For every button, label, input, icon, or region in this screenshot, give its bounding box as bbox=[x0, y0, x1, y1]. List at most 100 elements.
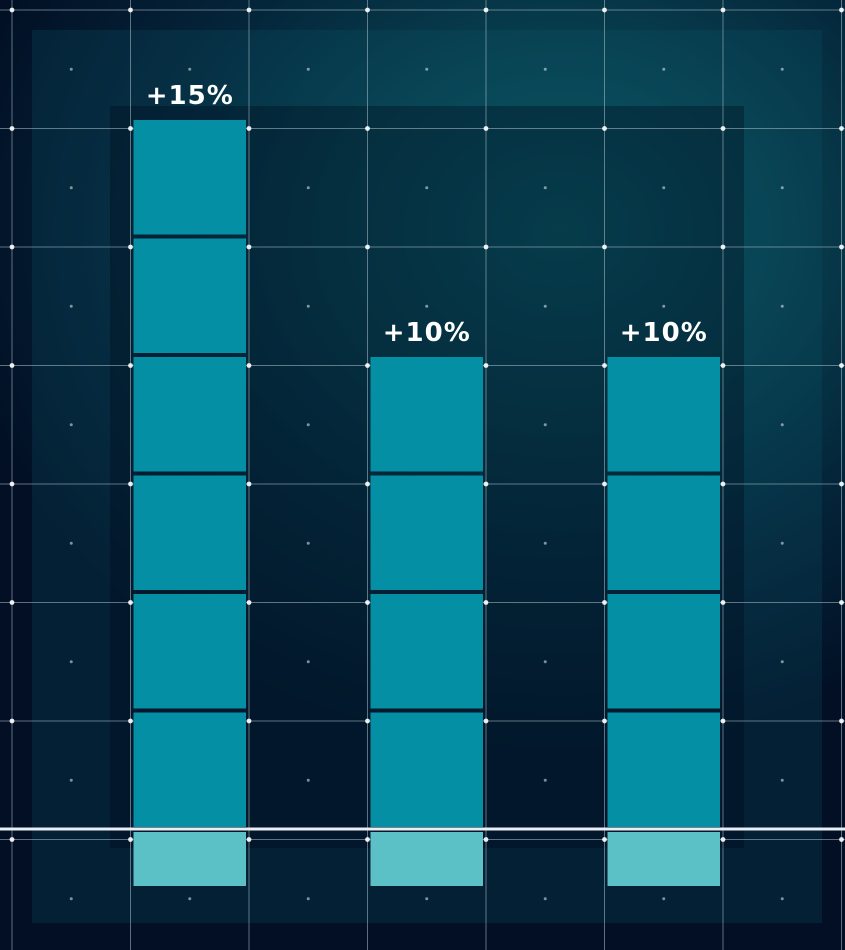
bar-block bbox=[607, 594, 720, 709]
bar-block bbox=[370, 357, 483, 472]
grid-node bbox=[9, 600, 15, 605]
grid-node bbox=[246, 837, 252, 842]
grid-node bbox=[9, 718, 15, 724]
grid-node bbox=[720, 481, 726, 487]
grid-dot bbox=[306, 304, 310, 308]
grid-node bbox=[483, 481, 489, 487]
grid-node bbox=[602, 837, 607, 842]
grid-dot bbox=[543, 423, 547, 427]
grid-node bbox=[365, 7, 370, 13]
grid-dot bbox=[69, 778, 73, 782]
bar-block bbox=[133, 475, 246, 590]
grid-dot bbox=[306, 67, 310, 71]
grid-node bbox=[839, 363, 844, 368]
grid-dot bbox=[188, 897, 192, 901]
grid-node bbox=[720, 244, 726, 250]
bar bbox=[370, 357, 483, 886]
bar-block bbox=[370, 475, 483, 590]
grid-node bbox=[839, 244, 844, 250]
grid-node bbox=[246, 481, 252, 487]
bar-base-block bbox=[607, 832, 720, 886]
grid-node bbox=[365, 363, 370, 368]
grid-dot bbox=[306, 541, 310, 545]
grid-dot bbox=[543, 67, 547, 71]
bar-value-label: +15% bbox=[146, 81, 234, 111]
grid-node bbox=[483, 363, 489, 368]
bar-block bbox=[133, 594, 246, 709]
grid-node bbox=[9, 244, 15, 250]
grid-node bbox=[128, 837, 133, 842]
bar-block bbox=[607, 357, 720, 472]
grid-dot bbox=[306, 186, 310, 190]
grid-node bbox=[246, 718, 252, 724]
grid-node bbox=[602, 244, 607, 250]
grid-node bbox=[839, 837, 844, 842]
grid-node bbox=[128, 600, 133, 605]
grid-node bbox=[720, 126, 726, 131]
grid-node bbox=[365, 126, 370, 131]
grid-node bbox=[9, 7, 15, 13]
value-labels: +15% +10% +10% bbox=[146, 81, 708, 348]
grid-node bbox=[483, 126, 489, 131]
grid-node bbox=[483, 718, 489, 724]
grid-dot bbox=[69, 541, 73, 545]
grid-node bbox=[839, 126, 844, 131]
bar-base-block bbox=[370, 832, 483, 886]
bar-block bbox=[370, 594, 483, 709]
grid-node bbox=[483, 837, 489, 842]
grid-node bbox=[246, 126, 252, 131]
grid-node bbox=[720, 837, 726, 842]
bar-block bbox=[133, 357, 246, 472]
grid-dot bbox=[780, 660, 784, 664]
grid-node bbox=[483, 244, 489, 250]
grid-dot bbox=[780, 186, 784, 190]
grid-node bbox=[246, 363, 252, 368]
grid-dot bbox=[69, 660, 73, 664]
bar-value-label: +10% bbox=[620, 318, 708, 348]
grid-dot bbox=[780, 897, 784, 901]
grid-node bbox=[839, 600, 844, 605]
grid-node bbox=[128, 481, 133, 487]
grid-dot bbox=[543, 897, 547, 901]
grid-node bbox=[839, 718, 844, 724]
grid-node bbox=[9, 126, 15, 131]
grid-dot bbox=[780, 778, 784, 782]
grid-node bbox=[839, 7, 844, 13]
grid-node bbox=[602, 481, 607, 487]
bar-value-label: +10% bbox=[383, 318, 471, 348]
grid-node bbox=[128, 363, 133, 368]
grid-node bbox=[365, 481, 370, 487]
grid-node bbox=[128, 7, 133, 13]
grid-dot bbox=[306, 778, 310, 782]
bar-base-block bbox=[133, 832, 246, 886]
grid-dot bbox=[188, 67, 192, 71]
grid-node bbox=[602, 126, 607, 131]
grid-dot bbox=[306, 423, 310, 427]
grid-dot bbox=[69, 423, 73, 427]
bars bbox=[133, 120, 720, 886]
grid-dot bbox=[69, 897, 73, 901]
grid-node bbox=[483, 7, 489, 13]
grid-node bbox=[602, 718, 607, 724]
grid-node bbox=[128, 126, 133, 131]
grid-dot bbox=[780, 304, 784, 308]
grid-node bbox=[128, 244, 133, 250]
bar-block bbox=[133, 120, 246, 235]
grid-dot bbox=[69, 186, 73, 190]
grid-node bbox=[246, 244, 252, 250]
grid-dot bbox=[306, 660, 310, 664]
grid-dot bbox=[780, 541, 784, 545]
grid-dot bbox=[662, 304, 666, 308]
grid-node bbox=[365, 244, 370, 250]
grid-node bbox=[483, 600, 489, 605]
grid-node bbox=[9, 363, 15, 368]
grid-node bbox=[128, 718, 133, 724]
grid-dot bbox=[780, 423, 784, 427]
grid-node bbox=[9, 481, 15, 487]
grid-dot bbox=[69, 67, 73, 71]
bar-block bbox=[607, 475, 720, 590]
grid-node bbox=[9, 837, 15, 842]
grid-dot bbox=[662, 186, 666, 190]
grid-dot bbox=[543, 304, 547, 308]
